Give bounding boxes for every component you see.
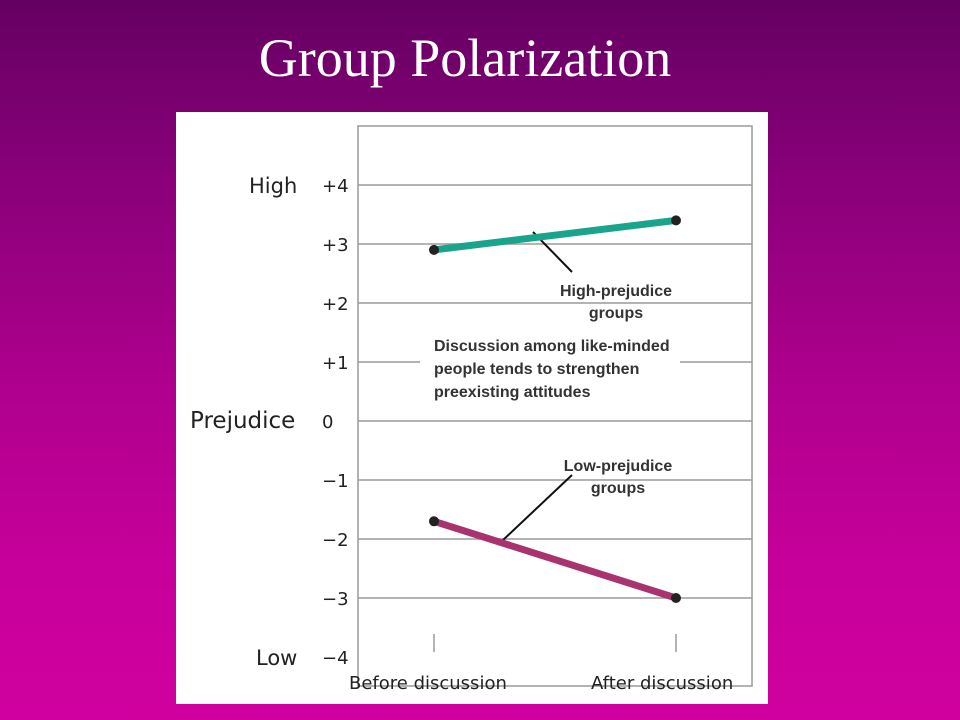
y-axis-label: Prejudice bbox=[190, 408, 295, 434]
x-tick-label: After discussion bbox=[591, 673, 733, 694]
y-tick-label: −2 bbox=[322, 530, 349, 551]
series-line bbox=[433, 216, 677, 254]
y-tick-label: +4 bbox=[322, 176, 349, 197]
y-anchor-low: Low bbox=[256, 646, 297, 670]
x-tick-label: Before discussion bbox=[349, 673, 507, 694]
data-point bbox=[671, 593, 681, 603]
series-line bbox=[432, 517, 678, 602]
plot-frame bbox=[357, 125, 753, 687]
y-tick-label: −3 bbox=[322, 589, 349, 610]
y-tick-label: +2 bbox=[322, 294, 349, 315]
data-point bbox=[429, 244, 439, 255]
y-tick-label: 0 bbox=[322, 412, 333, 433]
y-tick-label: −4 bbox=[322, 648, 349, 669]
y-tick-label: +1 bbox=[322, 353, 349, 374]
data-point bbox=[671, 215, 681, 226]
annotation-note: Discussion among like-minded bbox=[434, 338, 670, 355]
polarization-chart: +4 +3 +2 +1 0 −1 −2 −3 −4 High Low Prejudice Before … bbox=[190, 125, 753, 694]
leader-line-low bbox=[501, 474, 573, 542]
slide-title: Group Polarization bbox=[258, 28, 672, 88]
annotation-note: people tends to strengthen bbox=[434, 361, 639, 378]
data-point bbox=[429, 516, 439, 527]
annotation-low-prejudice: groups bbox=[591, 480, 645, 497]
y-tick-label: +3 bbox=[322, 235, 349, 256]
annotation-low-prejudice: Low-prejudice bbox=[564, 458, 673, 475]
annotation-note: preexisting attitudes bbox=[434, 384, 591, 401]
note-background bbox=[420, 330, 680, 406]
y-anchor-high: High bbox=[249, 174, 297, 198]
y-tick-label: −1 bbox=[322, 471, 349, 492]
chart-panel: +4 +3 +2 +1 0 −1 −2 −3 −4 High Low Prejudice Before … bbox=[176, 112, 768, 704]
annotation-high-prejudice: High-prejudice bbox=[560, 283, 672, 300]
annotation-high-prejudice: groups bbox=[589, 305, 643, 322]
